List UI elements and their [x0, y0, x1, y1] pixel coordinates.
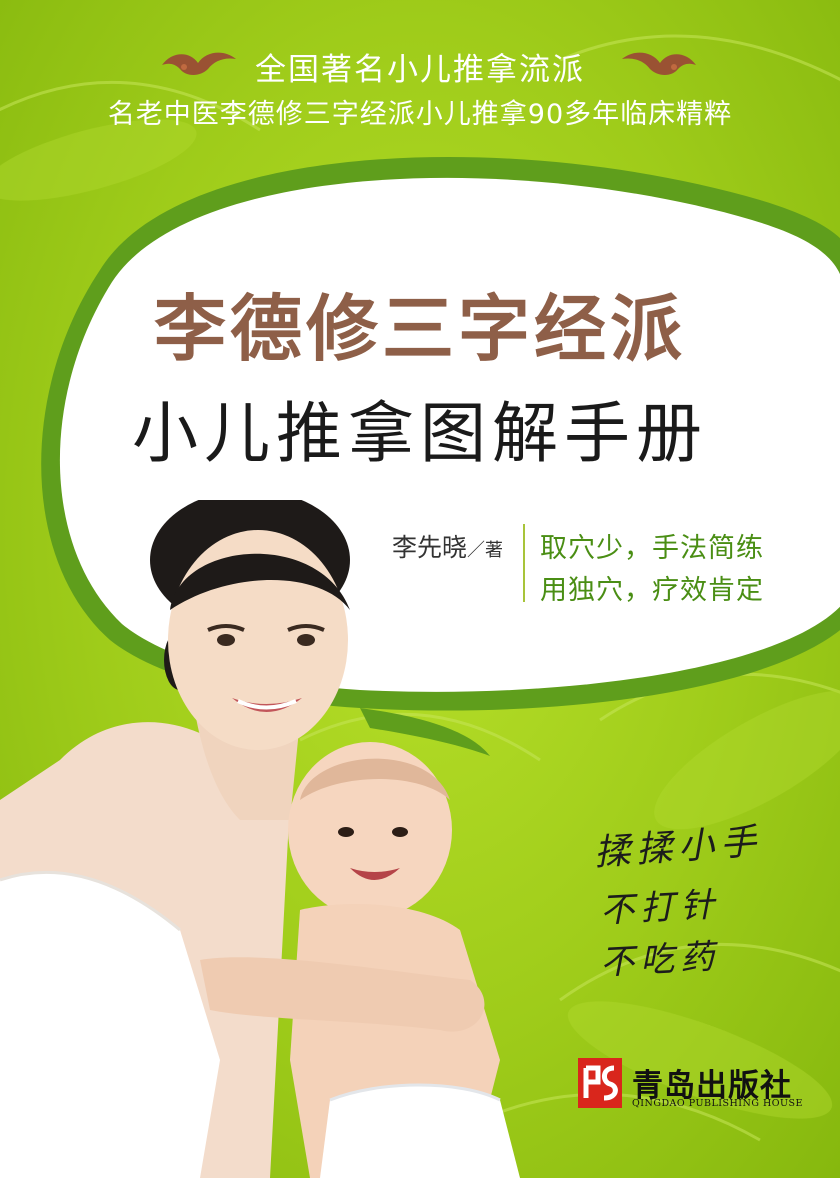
divider [523, 524, 525, 602]
author-role: ／著 [467, 540, 504, 561]
feature-text: 用独穴，疗效肯定 [540, 575, 764, 606]
book-title-main: 李德修三字经派 [153, 286, 686, 371]
author-name: 李先晓 [392, 533, 468, 562]
publisher-logo-icon [578, 1058, 622, 1108]
author-credit: 李先晓／著 [392, 528, 503, 564]
floral-ornament-icon [622, 52, 696, 75]
publisher-mark: 青岛出版社 QINGDAO PUBLISHING HOUSE [578, 1058, 808, 1118]
floral-ornament-icon [162, 52, 236, 75]
book-title-sub: 小儿推拿图解手册 [132, 395, 708, 472]
school-tagline: 全国著名小儿推拿流派 [255, 52, 585, 88]
publisher-name-english: QINGDAO PUBLISHING HOUSE [632, 1098, 803, 1109]
mother-and-baby-photo [0, 500, 520, 1178]
slogan-text: 不吃药 [599, 936, 722, 984]
feature-text: 取穴少，手法简练 [540, 533, 764, 564]
subtitle-tagline: 名老中医李德修三字经派小儿推拿90多年临床精粹 [107, 99, 733, 130]
slogan-text: 不打针 [599, 884, 722, 932]
publisher-name: 青岛出版社 [632, 1068, 792, 1104]
